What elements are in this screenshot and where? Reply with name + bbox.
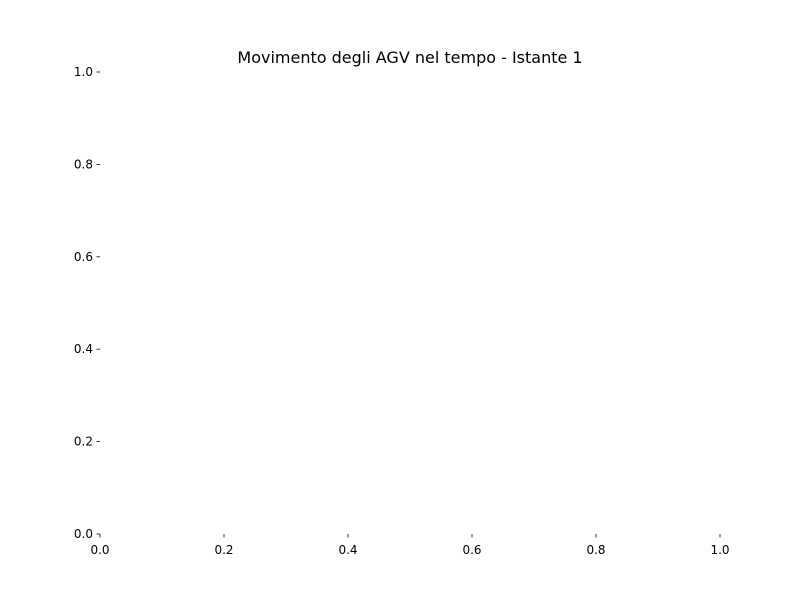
chart-title: Movimento degli AGV nel tempo - Istante … — [237, 48, 582, 67]
y-tick-label: 0.8 — [74, 157, 93, 171]
plot-area — [100, 72, 720, 534]
x-tick-label: 0.4 — [338, 543, 357, 557]
y-tick-label: 1.0 — [74, 65, 93, 79]
x-axis: 0.0 0.2 0.4 0.6 0.8 1.0 — [90, 534, 730, 557]
x-tick-label: 0.6 — [462, 543, 481, 557]
x-tick-label: 0.0 — [90, 543, 109, 557]
x-tick-label: 0.2 — [214, 543, 233, 557]
x-tick-label: 0.8 — [586, 543, 605, 557]
plot-background — [100, 72, 720, 534]
y-tick-label: 0.2 — [74, 435, 93, 449]
y-tick-label: 0.0 — [74, 527, 93, 541]
y-tick-label: 0.6 — [74, 250, 93, 264]
y-tick-label: 0.4 — [74, 342, 93, 356]
x-tick-label: 1.0 — [710, 543, 729, 557]
y-axis: 0.0 0.2 0.4 0.6 0.8 1.0 — [74, 65, 100, 541]
